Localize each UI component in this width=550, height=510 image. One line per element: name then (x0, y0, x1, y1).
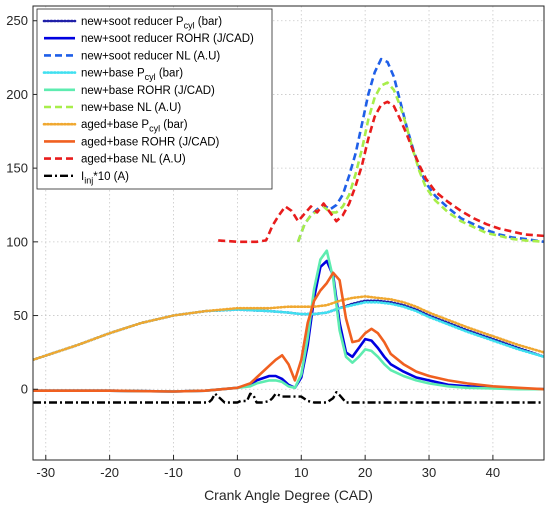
legend-label: new+soot reducer P (81, 16, 184, 28)
legend-label-subscript: cyl (145, 72, 156, 82)
legend-entry: new+base ROHR (J/CAD) (81, 85, 215, 97)
legend-label: new+base P (81, 68, 145, 80)
legend-label: I (81, 171, 84, 183)
legend-label-tail: (bar) (156, 68, 184, 80)
y-tick-label: 200 (6, 87, 28, 102)
legend-label-tail: (bar) (160, 119, 188, 131)
legend-label-tail: *10 (A) (93, 171, 129, 183)
legend-entry: Iinj*10 (A) (81, 171, 129, 186)
legend-label: new+soot reducer ROHR (J/CAD) (81, 33, 254, 45)
series-line-7 (33, 271, 544, 393)
y-tick-label: 150 (6, 161, 28, 176)
x-axis-title: Crank Angle Degree (CAD) (204, 487, 373, 503)
legend-label: aged+base NL (A.U) (81, 154, 186, 166)
legend-entry: new+soot reducer ROHR (J/CAD) (81, 33, 254, 45)
x-tick-label: 30 (422, 465, 436, 480)
x-tick-label: 20 (358, 465, 372, 480)
y-tick-label: 250 (6, 13, 28, 28)
legend-entry: aged+base ROHR (J/CAD) (81, 136, 220, 148)
legend-label-subscript: inj (84, 175, 93, 185)
plot-frame (32, 5, 545, 461)
ticks: -30 -20 -10 0 10 20 30 40 0 50 100 150 200 250 (6, 13, 500, 480)
legend-label: new+base ROHR (J/CAD) (81, 85, 215, 97)
legend-entry: aged+base NL (A.U) (81, 154, 186, 166)
legend-box (36, 8, 273, 190)
series-layer (33, 57, 544, 404)
x-tick-label: -20 (100, 465, 119, 480)
legend-entry: new+soot reducer Pcyl (bar) (81, 16, 222, 31)
y-tick-label: 100 (6, 234, 28, 249)
legend-label: aged+base P (81, 119, 149, 131)
legend-entry: new+soot reducer NL (A.U) (81, 50, 220, 62)
series-line-9 (33, 391, 544, 404)
y-tick-label: 50 (14, 308, 28, 323)
x-tick-label: 0 (234, 465, 241, 480)
series-line-4 (33, 249, 544, 393)
legend-label: aged+base ROHR (J/CAD) (81, 136, 220, 148)
y-tick-label: 0 (21, 382, 28, 397)
x-tick-label: -10 (164, 465, 183, 480)
x-tick-label: 40 (486, 465, 500, 480)
legend-entry: new+base NL (A.U) (81, 102, 181, 114)
x-tick-label: -30 (36, 465, 55, 480)
legend-label-subscript: cyl (184, 21, 195, 31)
legend-label: new+base NL (A.U) (81, 102, 181, 114)
legend: new+soot reducer Pcyl (bar)new+soot redu… (36, 8, 273, 190)
legend-label-subscript: cyl (149, 124, 160, 134)
legend-entry: aged+base Pcyl (bar) (81, 119, 188, 134)
legend-label: new+soot reducer NL (A.U) (81, 50, 220, 62)
legend-label-tail: (bar) (195, 16, 223, 28)
legend-entry: new+base Pcyl (bar) (81, 68, 183, 83)
series-line-6 (33, 295, 544, 362)
series-lines (33, 57, 544, 404)
series-line-8 (218, 100, 544, 244)
x-tick-label: 10 (294, 465, 308, 480)
